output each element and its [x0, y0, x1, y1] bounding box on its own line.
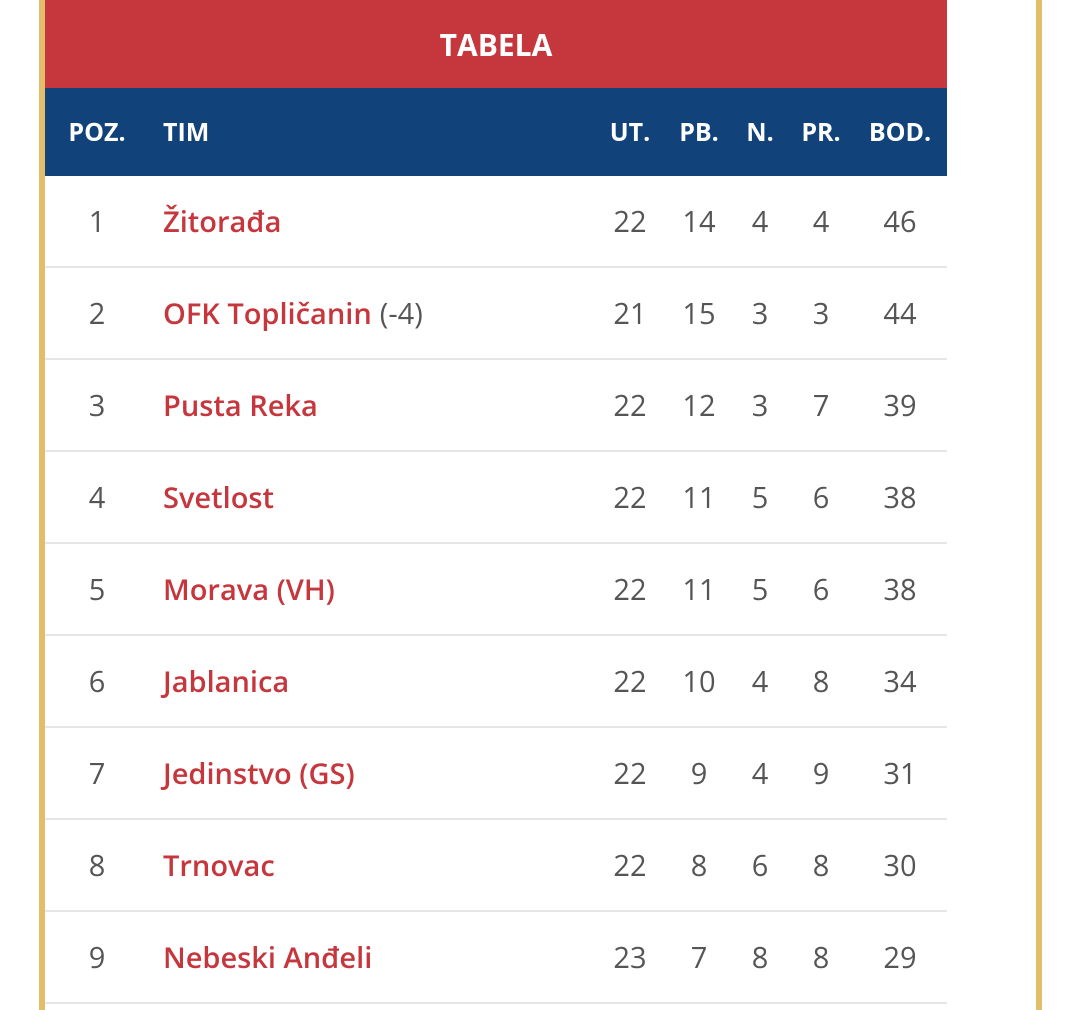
team-link[interactable]: Pusta Reka: [163, 385, 318, 425]
team-link[interactable]: Žitorađa: [163, 201, 282, 241]
table-row: 9 Nebeski Anđeli 23 7 8 8 29: [45, 912, 947, 1004]
row-position: 5: [88, 569, 106, 609]
row-played: 22: [613, 477, 647, 517]
row-draws: 4: [751, 753, 769, 793]
row-team-cell: Žitorađa: [163, 176, 603, 266]
table-row: 4 Svetlost 22 11 5 6 38: [45, 452, 947, 544]
row-played: 22: [613, 661, 647, 701]
row-points: 44: [883, 293, 917, 333]
table-header-row: POZ. TIM UT. PB. N. PR. BOD.: [45, 88, 947, 176]
row-team-cell: Jedinstvo (GS): [163, 728, 603, 818]
team-penalty-note: (-4): [379, 293, 423, 333]
table-row: 3 Pusta Reka 22 12 3 7 39: [45, 360, 947, 452]
row-played: 23: [613, 937, 647, 977]
row-draws: 8: [751, 937, 769, 977]
team-link[interactable]: OFK Topličanin: [163, 293, 372, 333]
row-losses: 8: [812, 937, 830, 977]
standings-widget: TABELA POZ. TIM UT. PB. N. PR. BOD. 1 Ži…: [45, 0, 947, 1010]
row-played: 22: [613, 385, 647, 425]
table-row: 2 OFK Topličanin (-4) 21 15 3 3 44: [45, 268, 947, 360]
row-draws: 5: [751, 477, 769, 517]
row-losses: 6: [812, 569, 830, 609]
header-pos: POZ.: [68, 115, 126, 149]
team-link[interactable]: Jedinstvo (GS): [163, 753, 355, 793]
row-points: 34: [883, 661, 917, 701]
row-position: 7: [88, 753, 106, 793]
row-draws: 5: [751, 569, 769, 609]
header-draws: N.: [746, 115, 774, 149]
row-losses: 7: [812, 385, 830, 425]
row-position: 9: [88, 937, 106, 977]
team-link[interactable]: Jablanica: [163, 661, 290, 701]
row-points: 29: [883, 937, 917, 977]
table-row: 7 Jedinstvo (GS) 22 9 4 9 31: [45, 728, 947, 820]
gold-frame-right: [1036, 0, 1042, 1010]
team-link[interactable]: Svetlost: [163, 477, 274, 517]
row-wins: 10: [682, 661, 716, 701]
team-link[interactable]: Morava (VH): [163, 569, 335, 609]
row-wins: 15: [682, 293, 716, 333]
row-points: 30: [883, 845, 917, 885]
row-draws: 6: [751, 845, 769, 885]
header-wins: PB.: [679, 115, 719, 149]
row-position: 1: [88, 201, 106, 241]
row-team-cell: Morava (VH): [163, 544, 603, 634]
row-team-cell: Svetlost: [163, 452, 603, 542]
table-row: 8 Trnovac 22 8 6 8 30: [45, 820, 947, 912]
header-played: UT.: [609, 115, 651, 149]
table-body: 1 Žitorađa 22 14 4 4 46 2 OFK Topličanin…: [45, 176, 947, 1004]
row-team-cell: Nebeski Anđeli: [163, 912, 603, 1002]
team-link[interactable]: Nebeski Anđeli: [163, 937, 373, 977]
header-points: BOD.: [868, 115, 932, 149]
table-row: 6 Jablanica 22 10 4 8 34: [45, 636, 947, 728]
row-team-cell: Pusta Reka: [163, 360, 603, 450]
row-team-cell: Jablanica: [163, 636, 603, 726]
header-team: TIM: [163, 115, 210, 149]
row-team-cell: Trnovac: [163, 820, 603, 910]
row-points: 38: [883, 477, 917, 517]
row-team-cell: OFK Topličanin (-4): [163, 268, 603, 358]
table-row: 5 Morava (VH) 22 11 5 6 38: [45, 544, 947, 636]
table-row: 1 Žitorađa 22 14 4 4 46: [45, 176, 947, 268]
row-points: 31: [883, 753, 917, 793]
row-played: 22: [613, 753, 647, 793]
row-position: 8: [88, 845, 106, 885]
row-draws: 3: [751, 293, 769, 333]
row-wins: 14: [682, 201, 716, 241]
row-wins: 11: [682, 477, 716, 517]
row-position: 2: [88, 293, 106, 333]
row-points: 39: [883, 385, 917, 425]
row-wins: 9: [690, 753, 708, 793]
row-losses: 8: [812, 661, 830, 701]
row-losses: 4: [812, 201, 830, 241]
row-points: 38: [883, 569, 917, 609]
row-losses: 6: [812, 477, 830, 517]
row-draws: 4: [751, 201, 769, 241]
row-losses: 8: [812, 845, 830, 885]
row-played: 22: [613, 845, 647, 885]
row-wins: 8: [690, 845, 708, 885]
row-position: 6: [88, 661, 106, 701]
standings-title: TABELA: [45, 0, 947, 88]
row-losses: 9: [812, 753, 830, 793]
row-played: 21: [613, 293, 647, 333]
row-wins: 12: [682, 385, 716, 425]
row-losses: 3: [812, 293, 830, 333]
row-position: 3: [88, 385, 106, 425]
row-draws: 3: [751, 385, 769, 425]
row-played: 22: [613, 569, 647, 609]
header-losses: PR.: [801, 115, 841, 149]
row-wins: 11: [682, 569, 716, 609]
team-link[interactable]: Trnovac: [163, 845, 275, 885]
row-position: 4: [88, 477, 106, 517]
gold-frame-left: [39, 0, 45, 1010]
row-draws: 4: [751, 661, 769, 701]
row-wins: 7: [690, 937, 708, 977]
row-played: 22: [613, 201, 647, 241]
row-points: 46: [883, 201, 917, 241]
